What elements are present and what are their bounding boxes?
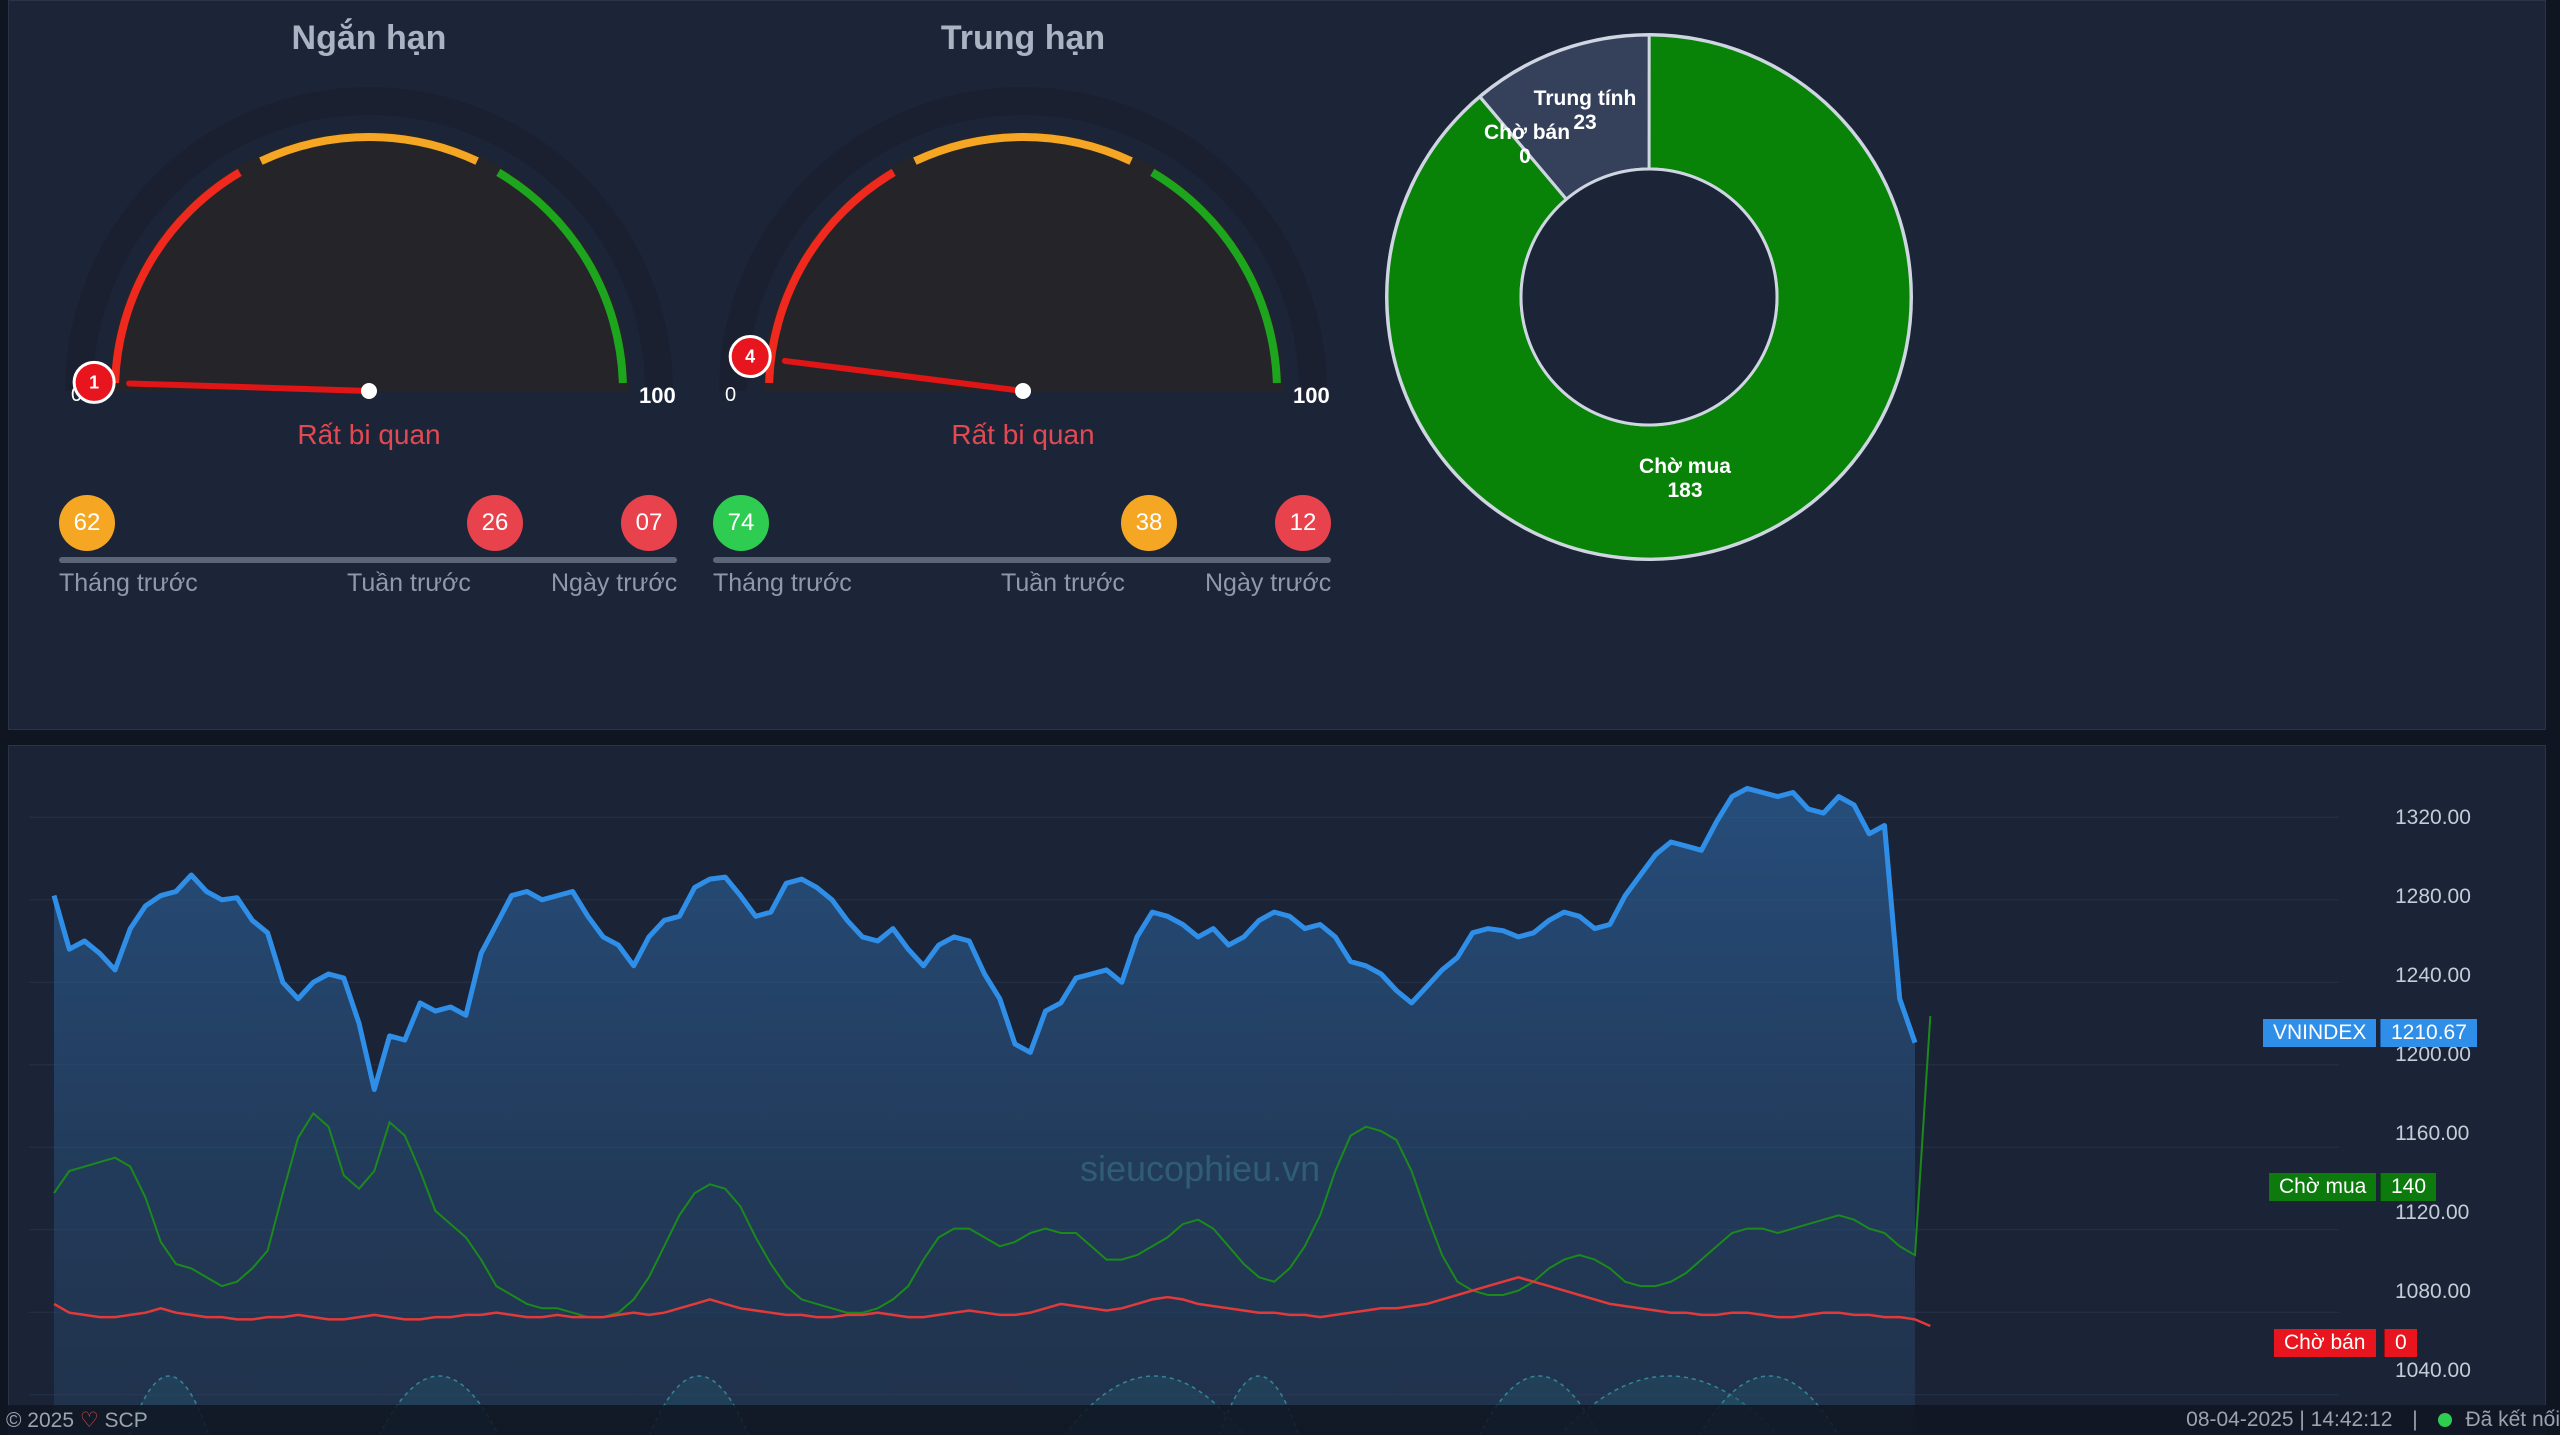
- gauge-green-zone: [1150, 168, 1281, 384]
- donut-value-neutral: 23: [1573, 111, 1596, 134]
- gauge-status: Rất bi quan: [297, 419, 441, 450]
- donut-label-buy: Chờ mua: [1639, 455, 1731, 478]
- gauge-min-label: 0: [725, 384, 736, 406]
- gauge-red-zone: [111, 168, 242, 384]
- donut-label-sell: Chờ bán: [1484, 121, 1570, 144]
- y-tick-label: 1080.00: [2395, 1280, 2471, 1303]
- gauge-value-badge: [72, 360, 116, 404]
- footer-datetime: 08-04-2025 | 14:42:12: [2186, 1408, 2393, 1431]
- history-week-badge: 38: [1121, 495, 1177, 551]
- history-track: [713, 557, 1331, 563]
- tag-cho-ban-name: Chờ bán: [2274, 1329, 2376, 1357]
- donut-label-neutral: Trung tính: [1534, 87, 1637, 110]
- gauge-short-term: Ngắn hạn 0 1 100 Rất bi quan 62 26 07 Th…: [39, 1, 699, 621]
- history-month-label: Tháng trước: [59, 569, 198, 597]
- tag-cho-mua-name: Chờ mua: [2269, 1173, 2377, 1201]
- gauge-face: [763, 131, 1283, 391]
- gauge-face: [109, 131, 629, 391]
- gauge-medium-term: Trung hạn 0 4 100 Rất bi quan 74 38 12 T…: [693, 1, 1353, 621]
- tag-cho-mua-value: 140: [2380, 1173, 2437, 1201]
- signal-donut-chart: Chờ mua 183 Chờ bán 0 Trung tính 23: [1385, 33, 1913, 561]
- series-line-cho-mua: [53, 1015, 1932, 1319]
- vnindex-line-chart[interactable]: [9, 746, 2546, 1435]
- history-day-label: Ngày trước: [551, 569, 678, 597]
- y-tick-label: 1320.00: [2395, 806, 2471, 829]
- donut-hole: [1519, 167, 1779, 427]
- copyright-text: © 2025: [6, 1409, 75, 1432]
- history-day-badge: 07: [621, 495, 677, 551]
- history-month-label: Tháng trước: [713, 569, 852, 597]
- gauge-needle: [781, 357, 1026, 394]
- gauge-outer-ring: [719, 87, 1327, 392]
- gauge-max-label: 100: [1293, 383, 1330, 408]
- gauge-needle: [126, 380, 372, 394]
- donut-value-buy: 183: [1667, 479, 1702, 502]
- history-month-badge: 62: [59, 495, 115, 551]
- connection-status-text: Đã kết nối: [2465, 1408, 2560, 1431]
- vnindex-area: [54, 788, 1915, 1434]
- brand-link[interactable]: SCP: [104, 1409, 148, 1432]
- footer-copyright: © 2025 ♡ SCP: [6, 1408, 148, 1433]
- gauge-red-zone: [765, 168, 896, 384]
- gauge-dial: 0 4 100: [719, 87, 1330, 408]
- heart-icon: ♡: [79, 1409, 99, 1432]
- tag-cho-ban-value: 0: [2384, 1329, 2417, 1357]
- gauge-value-label: 4: [745, 347, 755, 367]
- gauge-pivot: [1015, 383, 1031, 399]
- footer-status: 08-04-2025 | 14:42:12 | Đã kết nối: [2186, 1408, 2560, 1432]
- history-day-label: Ngày trước: [1205, 569, 1332, 597]
- watermark: sieucophieu.vn: [1080, 1148, 1321, 1189]
- gauge-max-label: 100: [639, 383, 676, 408]
- gauge-green-zone: [496, 168, 627, 384]
- gauge-yellow-zone: [913, 133, 1133, 165]
- history-week-badge: 26: [467, 495, 523, 551]
- y-tick-label: 1120.00: [2395, 1201, 2470, 1224]
- gauge-title: Ngắn hạn: [291, 19, 447, 57]
- vnindex-chart-panel[interactable]: [8, 745, 2546, 1435]
- status-footer: © 2025 ♡ SCP 08-04-2025 | 14:42:12 | Đã …: [0, 1405, 2560, 1435]
- y-tick-label: 1240.00: [2395, 964, 2471, 987]
- gauge-outer-ring: [65, 87, 673, 392]
- gauge-dial: 0 1 100: [65, 87, 676, 408]
- gauge-yellow-zone: [259, 133, 479, 165]
- y-tick-label: 1160.00: [2395, 1122, 2470, 1145]
- gauge-pivot: [361, 383, 377, 399]
- footer-separator: |: [2412, 1408, 2418, 1431]
- history-week-label: Tuần trước: [347, 569, 471, 597]
- gauge-value-badge: [728, 335, 772, 379]
- gauge-title: Trung hạn: [940, 19, 1106, 57]
- gauge-status: Rất bi quan: [951, 419, 1095, 450]
- donut-value-sell: 0: [1519, 145, 1531, 168]
- y-tick-label: 1200.00: [2395, 1043, 2471, 1066]
- history-week-label: Tuần trước: [1001, 569, 1125, 597]
- gauge-value-label: 1: [89, 372, 99, 392]
- connection-status-icon: [2437, 1413, 2452, 1427]
- gauge-min-label: 0: [71, 384, 82, 406]
- y-tick-label: 1040.00: [2395, 1359, 2471, 1382]
- tag-vnindex-name: VNINDEX: [2263, 1019, 2377, 1047]
- tag-vnindex-value: 1210.67: [2380, 1019, 2477, 1047]
- history-day-badge: 12: [1275, 495, 1331, 551]
- history-month-badge: 74: [713, 495, 769, 551]
- series-line-vnindex: [51, 785, 1918, 1092]
- y-tick-label: 1280.00: [2395, 885, 2471, 908]
- series-line-cho-ban: [53, 1275, 1931, 1328]
- history-track: [59, 557, 677, 563]
- sentiment-panel: Ngắn hạn 0 1 100 Rất bi quan 62 26 07 Th…: [8, 0, 2546, 730]
